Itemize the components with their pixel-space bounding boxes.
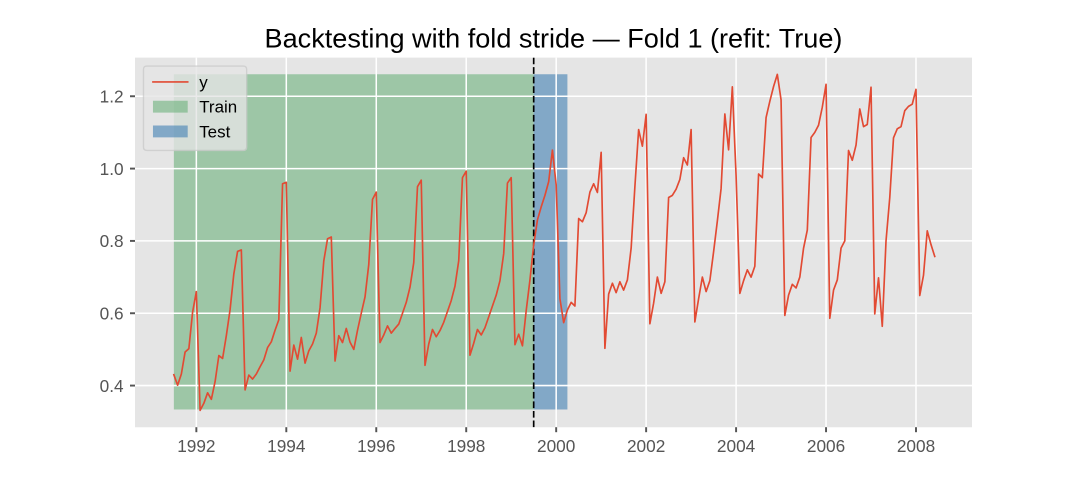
- svg-text:2000: 2000: [537, 436, 575, 456]
- svg-text:1.0: 1.0: [100, 159, 124, 179]
- svg-text:1996: 1996: [357, 436, 395, 456]
- svg-text:0.8: 0.8: [100, 231, 124, 251]
- svg-text:0.4: 0.4: [100, 376, 124, 396]
- svg-text:Test: Test: [199, 122, 230, 141]
- svg-text:Train: Train: [199, 98, 237, 117]
- svg-text:2006: 2006: [807, 436, 845, 456]
- svg-text:y: y: [199, 73, 208, 92]
- svg-text:2008: 2008: [897, 436, 935, 456]
- svg-text:2002: 2002: [627, 436, 665, 456]
- svg-text:0.6: 0.6: [100, 303, 124, 323]
- svg-text:1.2: 1.2: [100, 87, 124, 107]
- svg-text:1994: 1994: [267, 436, 306, 456]
- svg-text:1998: 1998: [447, 436, 485, 456]
- svg-text:2004: 2004: [717, 436, 756, 456]
- svg-text:1992: 1992: [177, 436, 215, 456]
- svg-text:Backtesting with fold stride —: Backtesting with fold stride — Fold 1 (r…: [265, 23, 843, 54]
